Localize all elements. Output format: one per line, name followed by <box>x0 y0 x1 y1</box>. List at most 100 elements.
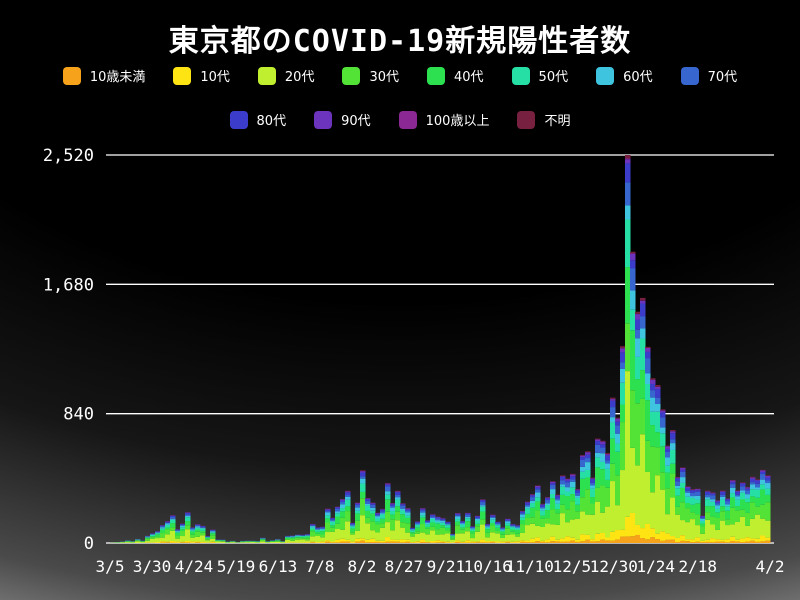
bar-segment <box>390 530 396 540</box>
bar-segment <box>245 541 251 543</box>
bar-segment <box>640 398 646 435</box>
bar-segment <box>665 457 671 466</box>
bar-segment <box>515 526 521 528</box>
bar-segment <box>355 510 361 514</box>
bar-segment <box>180 531 186 537</box>
bar-segment <box>735 521 741 540</box>
bar-segment <box>735 494 741 497</box>
bar-segment <box>285 536 291 537</box>
bar-segment <box>185 529 191 542</box>
bar-segment <box>345 491 351 493</box>
bar-segment <box>695 489 701 491</box>
bar-segment <box>585 462 591 470</box>
bar-segment <box>155 531 161 533</box>
bar-segment <box>540 515 546 519</box>
bar-segment <box>195 526 201 528</box>
bar-segment <box>170 517 176 519</box>
bar-segment <box>625 516 631 537</box>
bar-segment <box>180 524 186 526</box>
bar-segment <box>645 351 651 359</box>
legend-item: 60代 <box>596 66 653 85</box>
bar-segment <box>590 514 596 540</box>
bar-segment <box>685 486 691 487</box>
bar-segment <box>360 476 366 479</box>
bar-segment <box>650 384 656 391</box>
bar-segment <box>655 385 661 387</box>
bar-segment <box>500 531 506 535</box>
bar-segment <box>210 533 216 536</box>
bar-segment <box>700 533 706 541</box>
bar-segment <box>590 503 596 515</box>
bar-segment <box>410 542 416 543</box>
bar-segment <box>200 527 206 528</box>
bar-segment <box>365 499 371 502</box>
bar-segment <box>410 533 416 537</box>
bar-segment <box>360 470 366 472</box>
bar-segment <box>535 537 541 542</box>
bar-segment <box>605 453 611 455</box>
bar-segment <box>150 533 156 535</box>
bar-segment <box>625 323 631 372</box>
bar-segment <box>510 525 516 527</box>
bar-segment <box>645 471 651 524</box>
bar-segment <box>615 418 621 422</box>
bar-segment <box>565 522 571 537</box>
bar-segment <box>605 460 611 464</box>
bar-segment <box>185 521 191 526</box>
bar-segment <box>630 390 636 448</box>
bar-segment <box>370 510 376 514</box>
bar-segment <box>375 540 381 542</box>
bar-segment <box>355 507 361 511</box>
bar-segment <box>180 527 186 530</box>
bar-segment <box>750 502 756 519</box>
bar-segment <box>575 504 581 512</box>
bar-segment <box>330 519 336 521</box>
bar-segment <box>610 531 616 541</box>
bar-segment <box>725 525 731 540</box>
bar-segment <box>400 522 406 528</box>
bar-segment <box>700 520 706 524</box>
bar-segment <box>370 541 376 543</box>
bar-segment <box>425 534 431 542</box>
bar-segment <box>650 537 656 543</box>
bar-segment <box>490 514 496 516</box>
bar-segment <box>625 536 631 543</box>
bar-segment <box>720 490 726 492</box>
bar-segment <box>615 475 621 506</box>
bar-segment <box>505 519 511 521</box>
bar-segment <box>695 503 701 515</box>
bar-segment <box>385 537 391 542</box>
bar-segment <box>400 508 406 511</box>
bar-segment <box>385 494 391 500</box>
bar-segment <box>330 527 336 532</box>
bar-segment <box>550 483 556 486</box>
bar-segment <box>380 523 386 528</box>
bar-segment <box>295 537 301 538</box>
bar-segment <box>455 513 461 515</box>
bar-segment <box>615 451 621 476</box>
bar-segment <box>475 531 481 542</box>
bar-segment <box>675 477 681 479</box>
bar-segment <box>610 407 616 418</box>
bar-segment <box>290 538 296 541</box>
bar-segment <box>405 523 411 533</box>
bar-segment <box>660 489 666 532</box>
bar-segment <box>460 522 466 524</box>
bar-segment <box>735 539 741 542</box>
bar-segment <box>210 541 216 543</box>
bar-segment <box>400 503 406 505</box>
bar-segment <box>745 502 751 513</box>
bar-segment <box>430 526 436 531</box>
y-tick-label: 0 <box>84 534 94 554</box>
bar-segment <box>350 534 356 542</box>
bar-segment <box>425 520 431 522</box>
bar-segment <box>645 348 651 352</box>
bar-segment <box>515 527 521 529</box>
bar-segment <box>395 511 401 521</box>
bar-segment <box>635 338 641 357</box>
bar-segment <box>340 541 346 543</box>
bar-segment <box>370 503 376 505</box>
bar-segment <box>195 541 201 543</box>
bar-segment <box>340 517 346 530</box>
bar-segment <box>535 485 541 488</box>
